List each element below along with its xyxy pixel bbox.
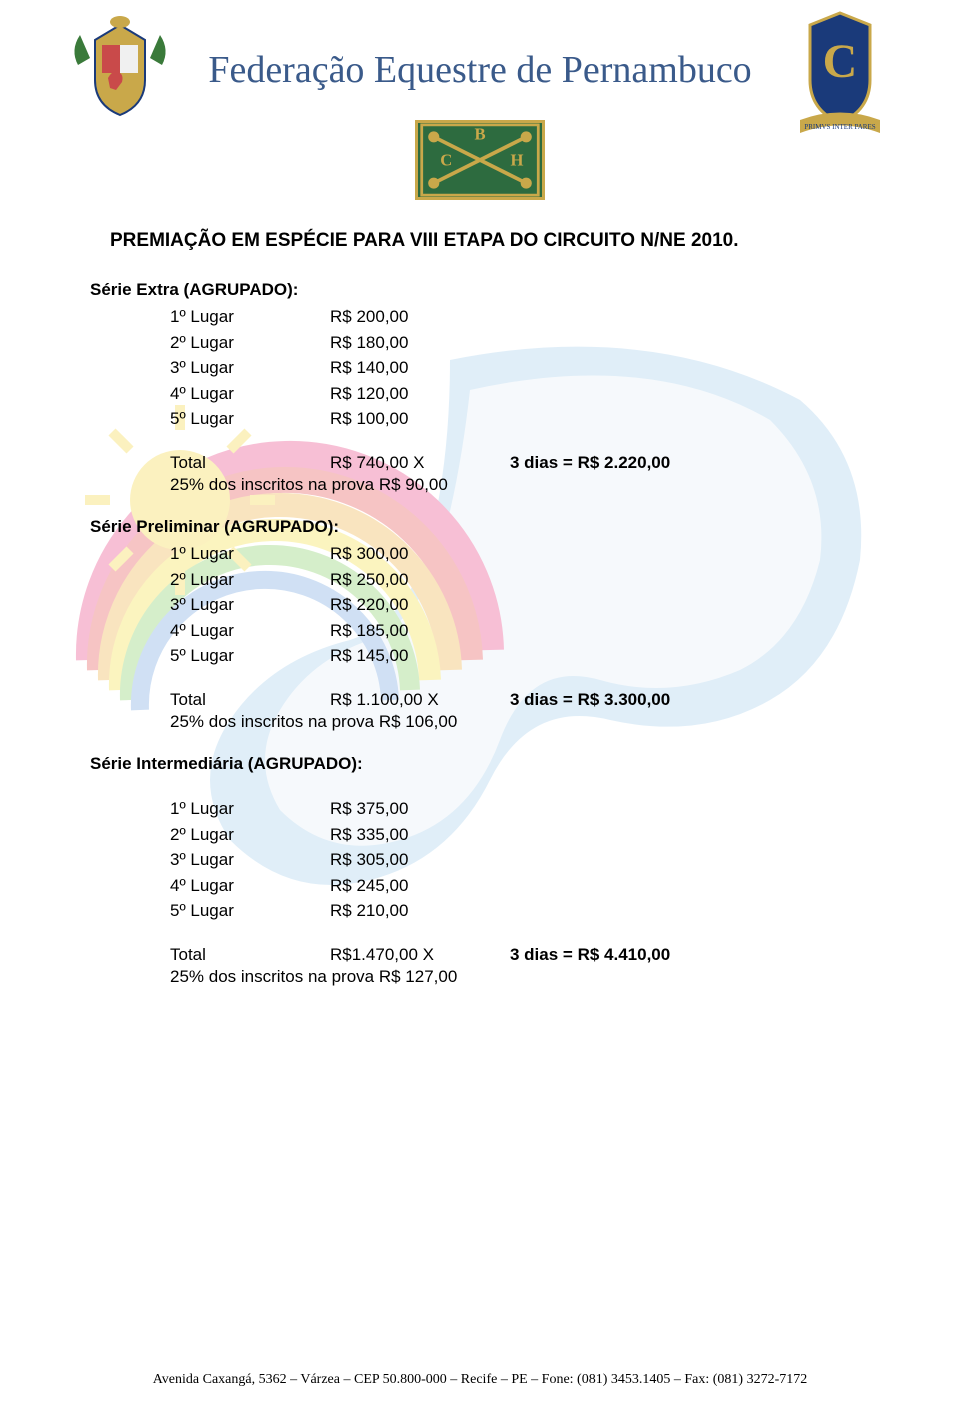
series-preliminar-note: 25% dos inscritos na prova R$ 106,00 xyxy=(90,712,870,732)
cbh-badge-icon: B C H xyxy=(415,120,545,200)
header-badges-row: B C H xyxy=(0,120,960,200)
svg-text:C: C xyxy=(440,151,452,170)
svg-text:B: B xyxy=(474,125,485,144)
series-preliminar-total: Total R$ 1.100,00 X 3 dias = R$ 3.300,00 xyxy=(90,687,870,713)
series-intermediaria-block: Série Intermediária (AGRUPADO): 1º Lugar… xyxy=(90,754,870,987)
series-extra-note: 25% dos inscritos na prova R$ 90,00 xyxy=(90,475,870,495)
table-row: 5º LugarR$ 210,00 xyxy=(90,898,870,924)
table-row: 2º LugarR$ 335,00 xyxy=(90,822,870,848)
page-title: PREMIAÇÃO EM ESPÉCIE PARA VIII ETAPA DO … xyxy=(90,230,870,252)
right-crest-icon: C PRIMVS INTER PARES xyxy=(780,10,900,130)
table-row: 1º LugarR$ 300,00 xyxy=(90,541,870,567)
table-row: 4º LugarR$ 120,00 xyxy=(90,381,870,407)
table-row: 2º LugarR$ 180,00 xyxy=(90,330,870,356)
table-row: 2º LugarR$ 250,00 xyxy=(90,567,870,593)
table-row: 3º LugarR$ 305,00 xyxy=(90,847,870,873)
series-extra-title: Série Extra (AGRUPADO): xyxy=(90,280,870,300)
series-extra-total: Total R$ 740,00 X 3 dias = R$ 2.220,00 xyxy=(90,450,870,476)
svg-text:C: C xyxy=(823,35,858,88)
table-row: 1º LugarR$ 375,00 xyxy=(90,796,870,822)
series-preliminar-block: Série Preliminar (AGRUPADO): 1º LugarR$ … xyxy=(90,517,870,732)
svg-text:H: H xyxy=(511,151,524,170)
document-header: Federação Equestre de Pernambuco C PRIMV… xyxy=(0,0,960,130)
document-body: PREMIAÇÃO EM ESPÉCIE PARA VIII ETAPA DO … xyxy=(0,200,960,987)
series-intermediaria-title: Série Intermediária (AGRUPADO): xyxy=(90,754,870,774)
series-intermediaria-note: 25% dos inscritos na prova R$ 127,00 xyxy=(90,967,870,987)
series-intermediaria-total: Total R$1.470,00 X 3 dias = R$ 4.410,00 xyxy=(90,942,870,968)
left-crest-icon xyxy=(60,10,180,130)
series-extra-block: Série Extra (AGRUPADO): 1º LugarR$ 200,0… xyxy=(90,280,870,495)
footer-address: Avenida Caxangá, 5362 – Várzea – CEP 50.… xyxy=(0,1372,960,1388)
table-row: 1º LugarR$ 200,00 xyxy=(90,304,870,330)
table-row: 4º LugarR$ 185,00 xyxy=(90,618,870,644)
table-row: 5º LugarR$ 100,00 xyxy=(90,406,870,432)
org-title: Federação Equestre de Pernambuco xyxy=(180,48,780,92)
series-preliminar-title: Série Preliminar (AGRUPADO): xyxy=(90,517,870,537)
table-row: 5º LugarR$ 145,00 xyxy=(90,643,870,669)
table-row: 3º LugarR$ 140,00 xyxy=(90,355,870,381)
table-row: 3º LugarR$ 220,00 xyxy=(90,592,870,618)
table-row: 4º LugarR$ 245,00 xyxy=(90,873,870,899)
